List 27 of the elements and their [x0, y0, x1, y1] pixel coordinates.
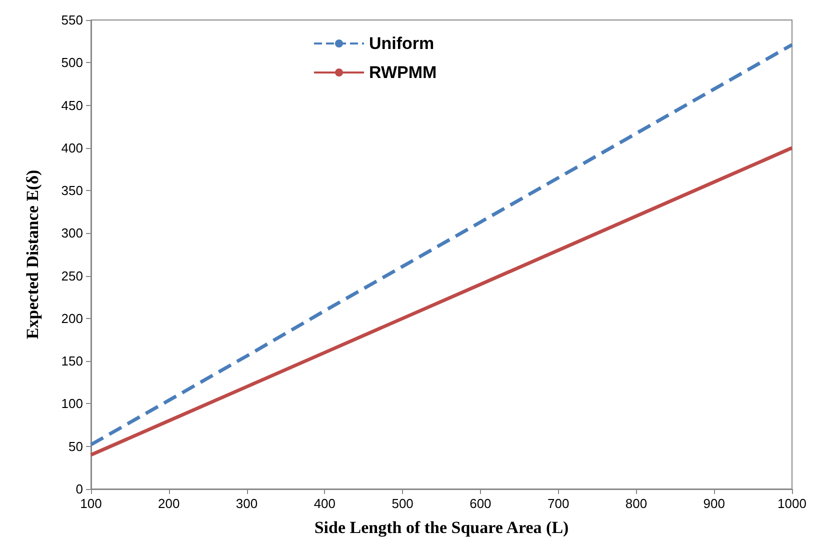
y-tick-label: 400 [61, 140, 83, 156]
y-tick-label: 150 [61, 354, 83, 369]
y-tick-label: 350 [61, 183, 83, 198]
y-tick-label: 200 [61, 310, 83, 326]
x-tick-label: 800 [625, 496, 648, 511]
y-tick-label: 100 [61, 396, 83, 412]
y-axis-title: Expected Distance E(δ) [23, 170, 42, 340]
y-tick-label: 450 [61, 98, 83, 113]
x-tick-label: 300 [236, 496, 258, 511]
y-tick-label: 0 [76, 482, 83, 496]
x-tick-label: 1000 [778, 496, 806, 511]
x-tick-label: 400 [314, 496, 336, 511]
x-tick-label: 600 [470, 496, 492, 511]
y-tick-label: 50 [68, 438, 83, 454]
x-tick-label: 500 [392, 496, 414, 511]
x-tick-label: 700 [547, 496, 570, 511]
line-series [89, 146, 794, 457]
legend-label: Uniform [369, 34, 434, 53]
x-tick-label: 200 [158, 496, 180, 511]
legend-label: RWPMM [369, 63, 437, 82]
x-axis-title: Side Length of the Square Area (L) [314, 518, 569, 537]
y-tick-label: 500 [61, 55, 83, 70]
x-tick-label: 900 [703, 496, 725, 511]
y-tick-label: 550 [61, 12, 83, 28]
x-tick-label: 100 [80, 496, 102, 511]
y-tick-label: 300 [61, 226, 83, 241]
y-tick-label: 250 [61, 268, 83, 284]
